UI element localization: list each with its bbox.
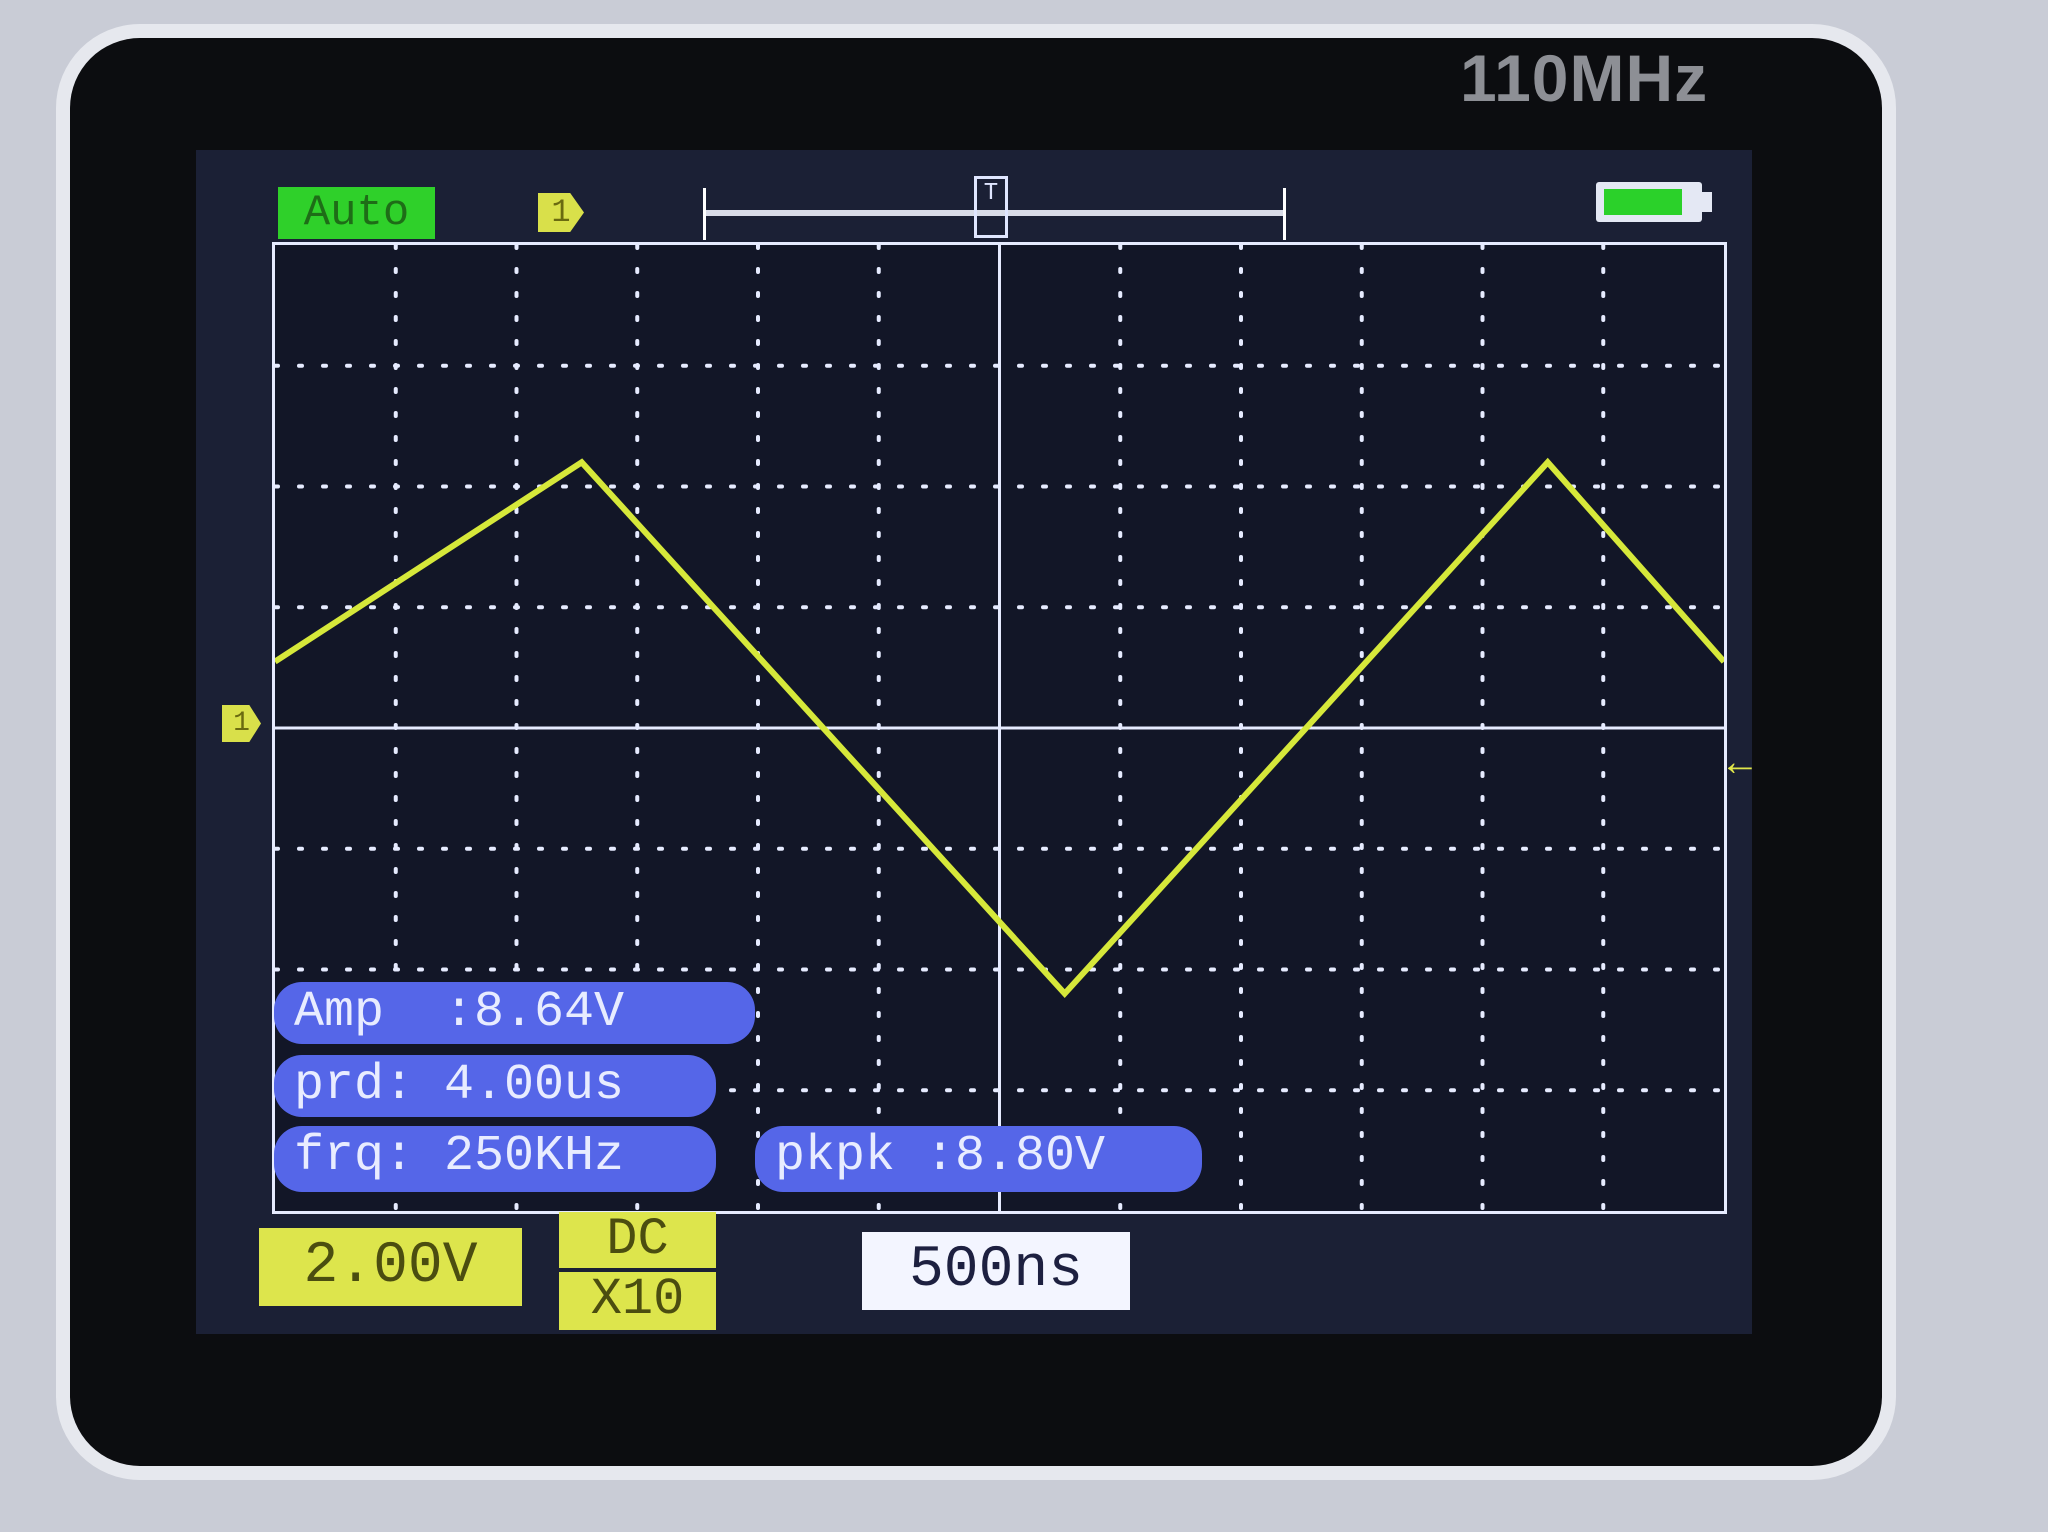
trigger-position-marker: T [974, 176, 1008, 238]
bandwidth-label: 110MHz [1460, 41, 1709, 115]
trigger-level-arrow-icon: ← [1728, 743, 1753, 788]
volts-per-div: 2.00V [259, 1228, 522, 1306]
trigger-mode-badge: Auto [278, 187, 435, 239]
coupling-probe-box: DC X10 [559, 1212, 716, 1330]
coupling-label: DC [559, 1212, 716, 1272]
measurement-peak-to-peak: pkpk :8.80V [755, 1126, 1202, 1192]
channel-1-trace [275, 457, 1724, 999]
time-per-div: 500ns [862, 1232, 1130, 1310]
waveform-plot [275, 245, 1724, 1211]
measurement-frequency: frq: 250KHz [274, 1126, 716, 1192]
measurement-period: prd: 4.00us [274, 1055, 716, 1117]
measurement-amplitude: Amp :8.64V [274, 982, 755, 1044]
battery-fill [1604, 189, 1682, 215]
battery-icon [1596, 182, 1712, 222]
battery-tip [1702, 192, 1712, 212]
memory-position-bar [703, 188, 1286, 240]
probe-label: X10 [590, 1270, 685, 1329]
waveform-grid [272, 242, 1727, 1214]
